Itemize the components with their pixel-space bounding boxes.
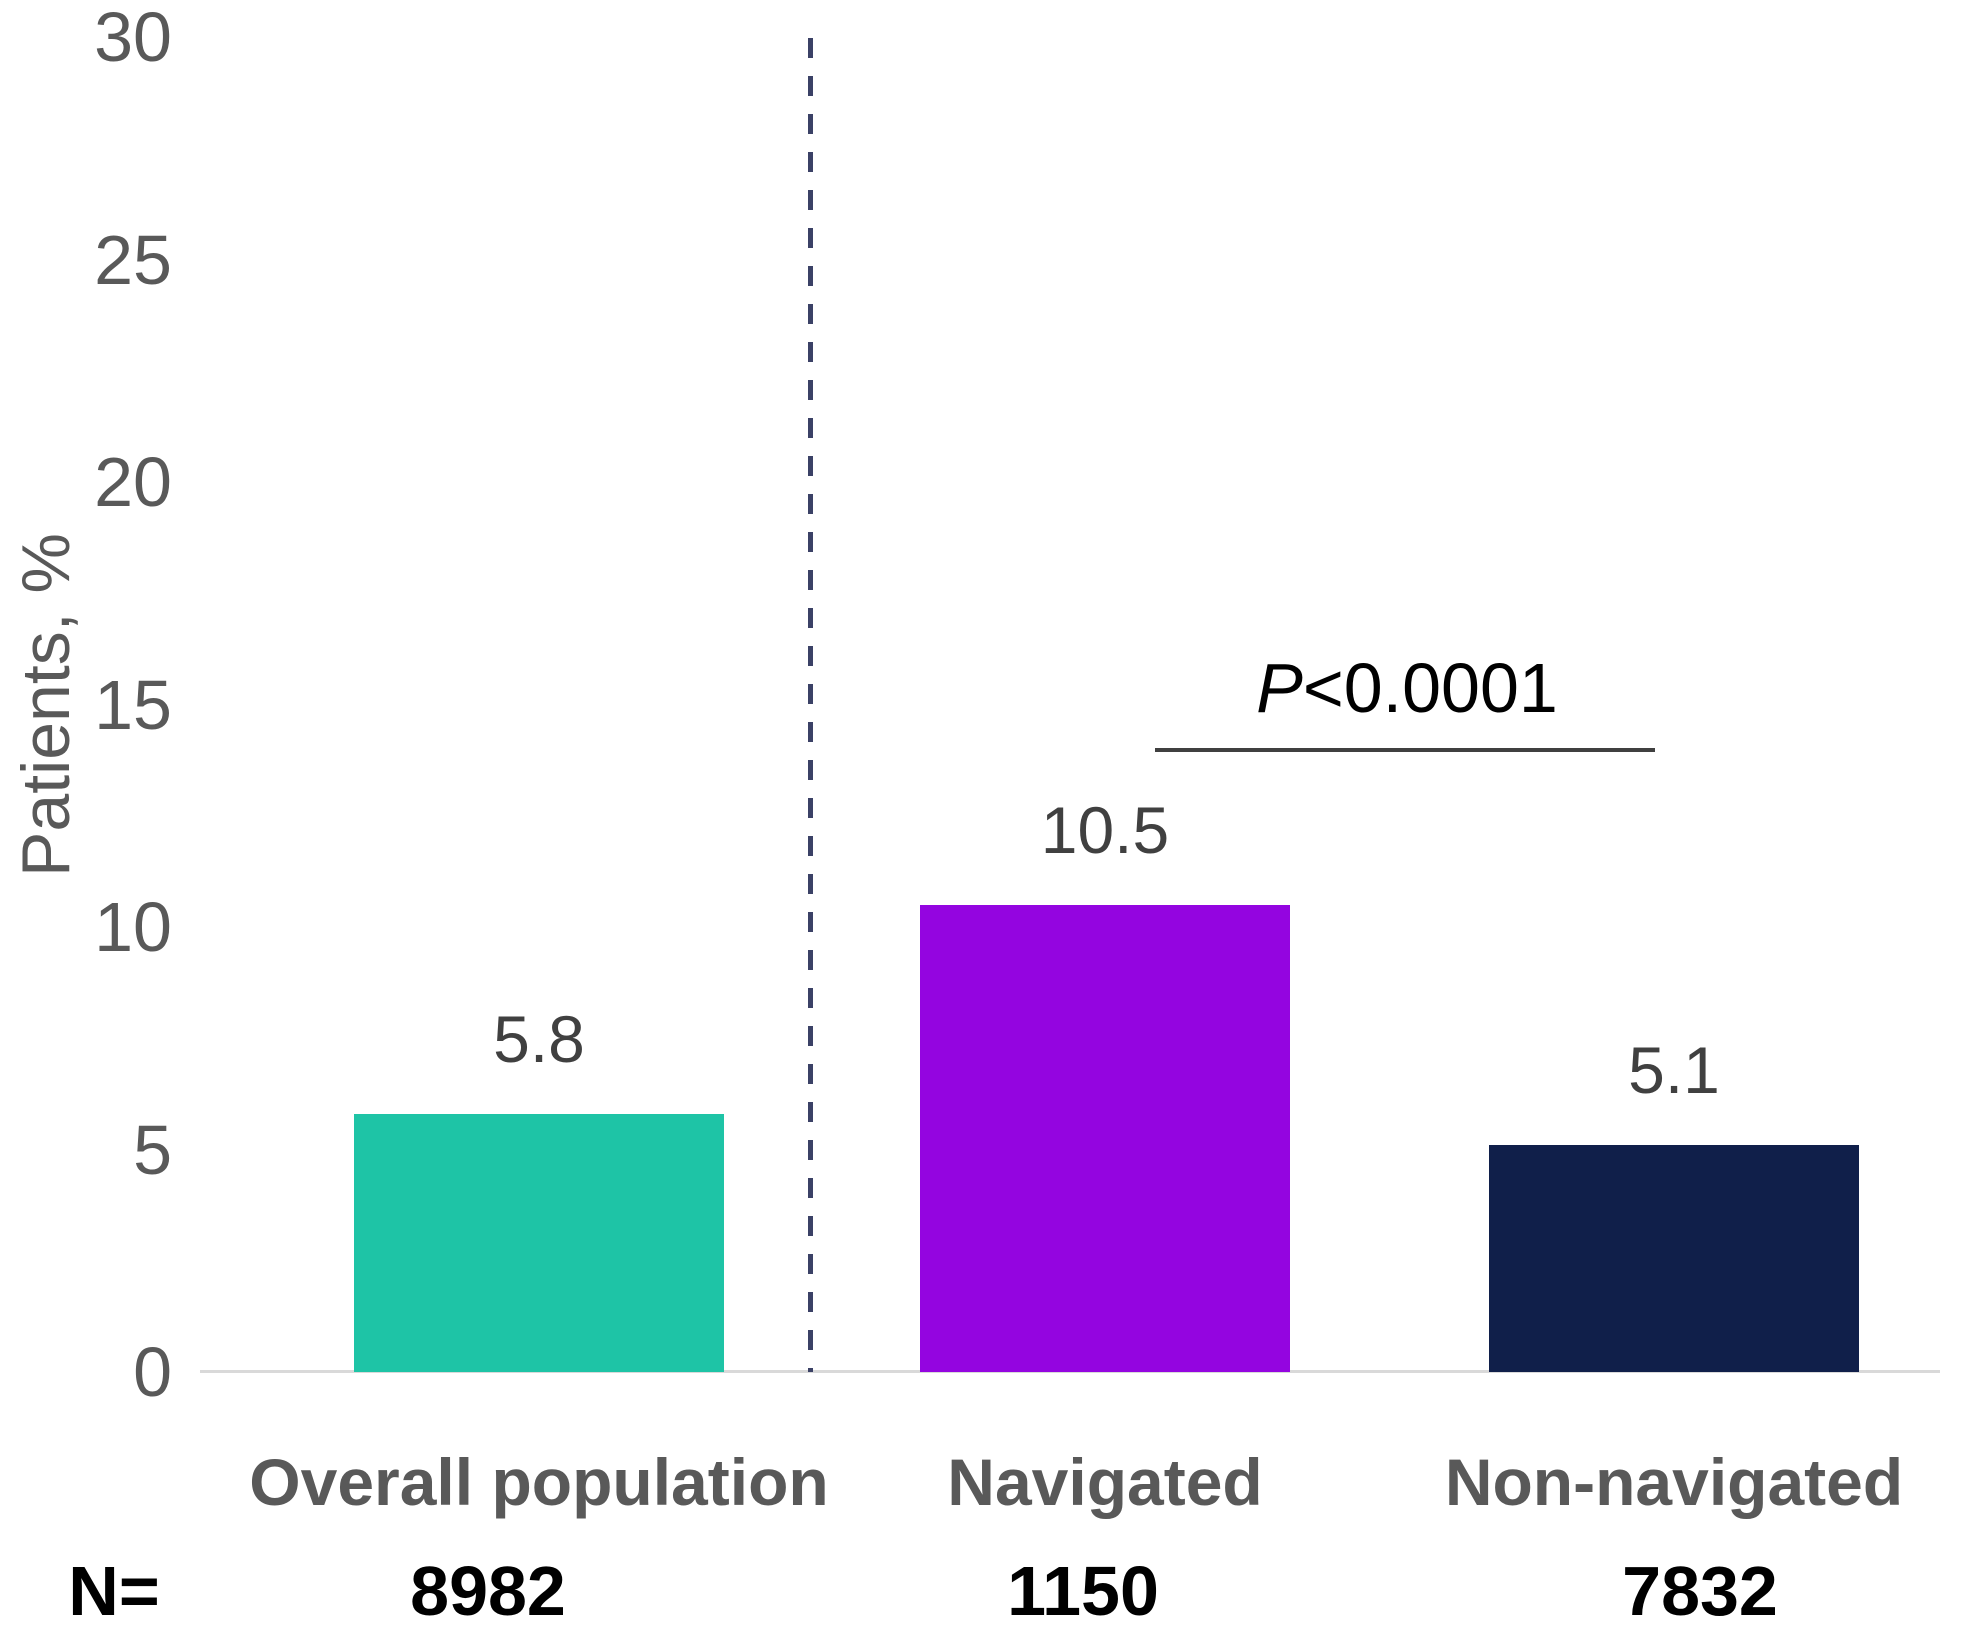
- bar-overall-population: [354, 1113, 724, 1372]
- bar-value-label: 5.8: [493, 1001, 585, 1076]
- y-tick-label: 25: [94, 220, 172, 299]
- bar-value-label: 5.1: [1628, 1033, 1720, 1108]
- y-tick-label: 10: [94, 888, 172, 966]
- y-tick-label: 30: [94, 0, 172, 76]
- bar-navigated: [920, 904, 1290, 1372]
- p-value-annotation: P<0.0001: [1256, 648, 1558, 728]
- dashed-separator-line: [808, 38, 813, 1372]
- y-tick-label: 5: [133, 1110, 172, 1189]
- bar-non-navigated: [1489, 1145, 1859, 1372]
- n-value: 7832: [1622, 1552, 1778, 1630]
- n-value: 8982: [410, 1552, 566, 1630]
- category-label: Overall population: [249, 1445, 829, 1519]
- p-value-italic-p: P: [1256, 649, 1303, 727]
- n-value: 1150: [1007, 1552, 1159, 1630]
- p-value-rest: <0.0001: [1302, 649, 1558, 727]
- y-tick-label: 0: [133, 1333, 172, 1411]
- category-label: Non-navigated: [1444, 1445, 1904, 1519]
- bar-value-label: 10.5: [1040, 792, 1170, 867]
- y-tick-label: 20: [94, 443, 172, 521]
- significance-line: [1155, 748, 1655, 752]
- n-equals-label: N=: [68, 1552, 160, 1630]
- y-tick-label: 15: [94, 665, 172, 744]
- category-label: Navigated: [947, 1445, 1263, 1519]
